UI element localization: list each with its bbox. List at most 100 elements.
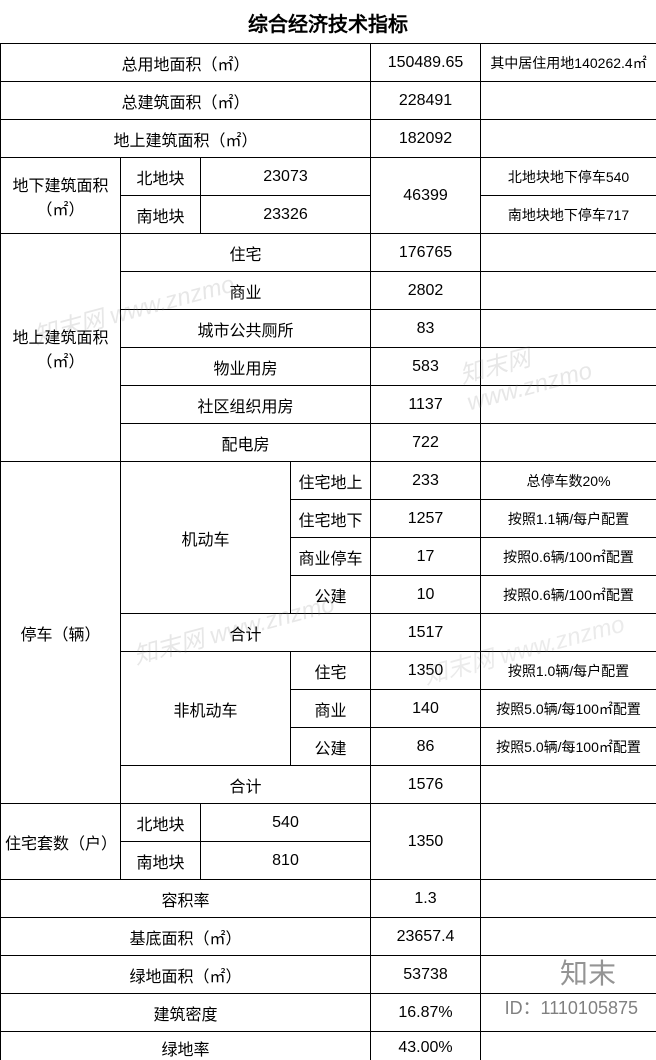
val-nm-0: 1350 xyxy=(371,652,481,690)
label-motor-total: 合计 xyxy=(121,614,371,652)
label-m-3: 公建 xyxy=(291,576,371,614)
val-units-total: 1350 xyxy=(371,804,481,880)
page-title: 综合经济技术指标 xyxy=(0,0,656,43)
val-motor-total: 1517 xyxy=(371,614,481,652)
table-row: 住宅套数（户） 北地块 540 1350 xyxy=(1,804,656,842)
label-motor: 机动车 xyxy=(121,462,291,614)
label-ad-0: 住宅 xyxy=(121,234,371,272)
val-m-1: 1257 xyxy=(371,500,481,538)
val-greenrate: 43.00% xyxy=(371,1032,481,1060)
table-row: 总用地面积（㎡） 150489.65 其中居住用地140262.4㎡ xyxy=(1,44,656,82)
label-m-2: 商业停车 xyxy=(291,538,371,576)
table-row: 绿地面积（㎡） 53738 xyxy=(1,956,656,994)
label-ad-2: 城市公共厕所 xyxy=(121,310,371,348)
val-green: 53738 xyxy=(371,956,481,994)
label-m-0: 住宅地上 xyxy=(291,462,371,500)
label-units-south: 南地块 xyxy=(121,842,201,880)
table-row: 建筑密度 16.87% xyxy=(1,994,656,1032)
table-row: 地下建筑面积（㎡） 北地块 23073 46399 北地块地下停车540 xyxy=(1,158,656,196)
note-ad-2 xyxy=(481,310,656,348)
label-above-build: 地上建筑面积（㎡） xyxy=(1,120,371,158)
label-above-detail: 地上建筑面积（㎡） xyxy=(1,234,121,462)
label-units-north: 北地块 xyxy=(121,804,201,842)
note-m-0: 总停车数20% xyxy=(481,462,656,500)
val-ad-0: 176765 xyxy=(371,234,481,272)
label-ad-3: 物业用房 xyxy=(121,348,371,386)
val-under-north: 23073 xyxy=(201,158,371,196)
note-density xyxy=(481,994,656,1032)
val-nm-1: 140 xyxy=(371,690,481,728)
val-units-north: 540 xyxy=(201,804,371,842)
val-ad-2: 83 xyxy=(371,310,481,348)
note-ad-3 xyxy=(481,348,656,386)
table-row: 停车（辆） 机动车 住宅地上 233 总停车数20% xyxy=(1,462,656,500)
note-total-build xyxy=(481,82,656,120)
note-ad-4 xyxy=(481,386,656,424)
label-total-land: 总用地面积（㎡） xyxy=(1,44,371,82)
val-ad-4: 1137 xyxy=(371,386,481,424)
note-ad-1 xyxy=(481,272,656,310)
note-ad-5 xyxy=(481,424,656,462)
val-m-0: 233 xyxy=(371,462,481,500)
val-total-land: 150489.65 xyxy=(371,44,481,82)
note-under-north: 北地块地下停车540 xyxy=(481,158,656,196)
val-far: 1.3 xyxy=(371,880,481,918)
val-nm-2: 86 xyxy=(371,728,481,766)
label-ad-1: 商业 xyxy=(121,272,371,310)
label-green: 绿地面积（㎡） xyxy=(1,956,371,994)
note-above-build xyxy=(481,120,656,158)
note-nm-2: 按照5.0辆/每100㎡配置 xyxy=(481,728,656,766)
label-under-south: 南地块 xyxy=(121,196,201,234)
label-parking: 停车（辆） xyxy=(1,462,121,804)
label-nonmotor: 非机动车 xyxy=(121,652,291,766)
label-units: 住宅套数（户） xyxy=(1,804,121,880)
label-density: 建筑密度 xyxy=(1,994,371,1032)
label-nonmotor-total: 合计 xyxy=(121,766,371,804)
label-greenrate: 绿地率 xyxy=(1,1032,371,1060)
val-density: 16.87% xyxy=(371,994,481,1032)
note-far xyxy=(481,880,656,918)
label-nm-1: 商业 xyxy=(291,690,371,728)
note-total-land: 其中居住用地140262.4㎡ xyxy=(481,44,656,82)
note-nm-0: 按照1.0辆/每户配置 xyxy=(481,652,656,690)
val-nonmotor-total: 1576 xyxy=(371,766,481,804)
val-m-2: 17 xyxy=(371,538,481,576)
label-nm-2: 公建 xyxy=(291,728,371,766)
note-nm-1: 按照5.0辆/每100㎡配置 xyxy=(481,690,656,728)
note-motor-total xyxy=(481,614,656,652)
val-ad-1: 2802 xyxy=(371,272,481,310)
note-ad-0 xyxy=(481,234,656,272)
val-total-build: 228491 xyxy=(371,82,481,120)
table-row: 绿地率 43.00% xyxy=(1,1032,656,1060)
note-nonmotor-total xyxy=(481,766,656,804)
note-green xyxy=(481,956,656,994)
label-ad-4: 社区组织用房 xyxy=(121,386,371,424)
val-under-total: 46399 xyxy=(371,158,481,234)
val-m-3: 10 xyxy=(371,576,481,614)
note-under-south: 南地块地下停车717 xyxy=(481,196,656,234)
val-ad-3: 583 xyxy=(371,348,481,386)
note-m-1: 按照1.1辆/每户配置 xyxy=(481,500,656,538)
note-m-2: 按照0.6辆/100㎡配置 xyxy=(481,538,656,576)
table-row: 地上建筑面积（㎡） 182092 xyxy=(1,120,656,158)
table-row: 容积率 1.3 xyxy=(1,880,656,918)
label-footprint: 基底面积（㎡） xyxy=(1,918,371,956)
label-ad-5: 配电房 xyxy=(121,424,371,462)
label-m-1: 住宅地下 xyxy=(291,500,371,538)
note-footprint xyxy=(481,918,656,956)
val-footprint: 23657.4 xyxy=(371,918,481,956)
val-under-south: 23326 xyxy=(201,196,371,234)
note-m-3: 按照0.6辆/100㎡配置 xyxy=(481,576,656,614)
note-greenrate xyxy=(481,1032,656,1060)
table-row: 总建筑面积（㎡） 228491 xyxy=(1,82,656,120)
note-units xyxy=(481,804,656,880)
label-total-build: 总建筑面积（㎡） xyxy=(1,82,371,120)
label-far: 容积率 xyxy=(1,880,371,918)
val-units-south: 810 xyxy=(201,842,371,880)
table-row: 基底面积（㎡） 23657.4 xyxy=(1,918,656,956)
val-above-build: 182092 xyxy=(371,120,481,158)
indicator-table: 总用地面积（㎡） 150489.65 其中居住用地140262.4㎡ 总建筑面积… xyxy=(0,43,656,1060)
table-row: 地上建筑面积（㎡） 住宅 176765 xyxy=(1,234,656,272)
label-under-build: 地下建筑面积（㎡） xyxy=(1,158,121,234)
label-under-north: 北地块 xyxy=(121,158,201,196)
